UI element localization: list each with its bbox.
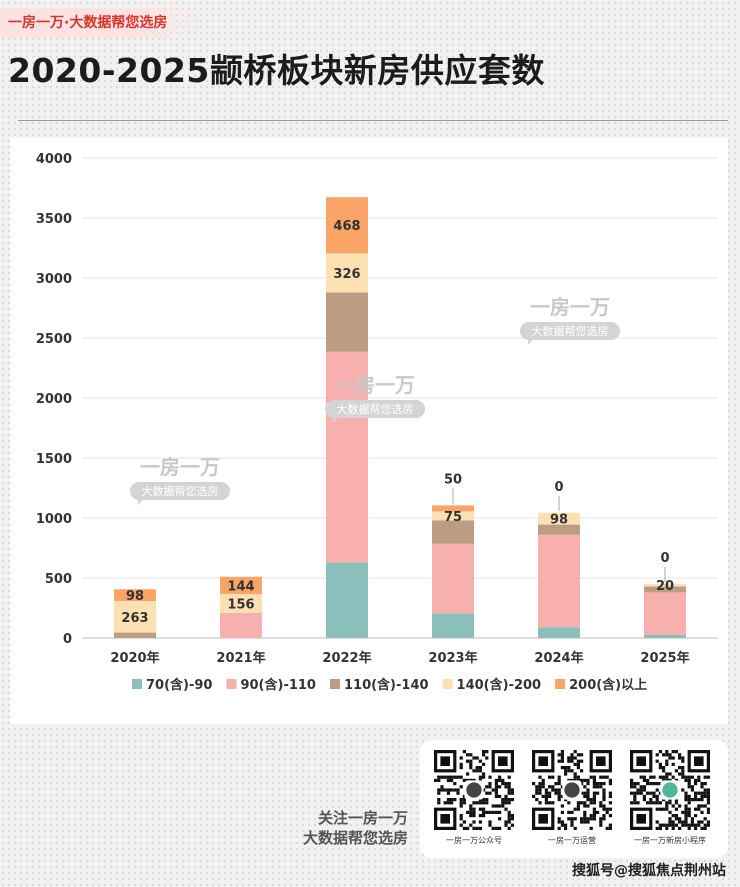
bar-segment [644, 635, 686, 638]
legend-label: 90(含)-110 [240, 677, 316, 693]
x-tick-label: 2020年 [110, 650, 159, 666]
data-label: 50 [444, 472, 462, 487]
data-label: 468 [333, 219, 360, 234]
legend-label: 140(含)-200 [457, 677, 542, 693]
bar-segment [538, 627, 580, 638]
bar-segment [644, 592, 686, 635]
source-credit: 搜狐号@搜狐焦点荆州站 [572, 863, 726, 879]
bar-segment [326, 292, 368, 352]
legend-label: 110(含)-140 [344, 677, 429, 693]
qr-code-official-account[interactable] [434, 750, 514, 830]
legend-label: 70(含)-90 [146, 677, 212, 693]
x-tick-label: 2024年 [534, 650, 583, 666]
x-tick-label: 2023年 [428, 650, 477, 666]
bar-segment [220, 612, 262, 638]
bar-segment [220, 576, 262, 595]
watermark-pill-tail [138, 498, 144, 505]
y-tick-label: 1500 [36, 452, 72, 467]
watermark-pill [520, 322, 620, 340]
legend-swatch [555, 679, 566, 689]
bar-segment [644, 584, 686, 587]
y-tick-label: 2000 [36, 392, 72, 407]
page-title: 2020-2025颛桥板块新房供应套数 [8, 51, 545, 90]
y-tick-label: 1000 [36, 512, 72, 527]
bar-segment [538, 534, 580, 628]
bar-segment [326, 197, 368, 254]
title-divider [18, 120, 728, 121]
data-label: 0 [554, 480, 563, 495]
legend-swatch [442, 679, 453, 689]
data-label: 144 [227, 579, 254, 594]
watermark-pill [130, 482, 230, 500]
y-tick-label: 500 [45, 572, 72, 587]
x-tick-label: 2022年 [322, 650, 371, 666]
bar-segment [432, 505, 474, 512]
bar-segment [326, 253, 368, 293]
x-tick-label: 2025年 [640, 650, 689, 666]
bar-segment [432, 613, 474, 638]
data-label: 263 [121, 611, 148, 626]
bar-segment [538, 512, 580, 525]
data-label: 0 [660, 551, 669, 566]
qr-panel: 一房一万公众号 一房一万运营 一房一万新房小程序 [420, 740, 728, 858]
bar-segment [114, 632, 156, 638]
x-tick-label: 2021年 [216, 650, 265, 666]
legend-swatch [329, 679, 340, 689]
watermark-subtitle: 大数据帮您选房 [532, 324, 609, 338]
legend-swatch [132, 679, 142, 689]
y-tick-label: 2500 [36, 332, 72, 347]
bar-segment [538, 524, 580, 535]
bar-segment [114, 589, 156, 602]
follow-text: 关注一房一万 大数据帮您选房 [303, 808, 408, 848]
data-label: 98 [550, 513, 568, 528]
y-tick-label: 0 [63, 632, 72, 647]
data-label: 156 [227, 597, 254, 612]
watermark-pill [325, 400, 425, 418]
watermark-pill-tail [333, 416, 339, 423]
legend-label: 200(含)以上 [569, 677, 647, 693]
bar-segment [432, 511, 474, 521]
follow-line-1: 关注一房一万 [317, 809, 408, 827]
qr-label-mini-program: 一房一万新房小程序 [634, 836, 706, 845]
y-tick-label: 3500 [36, 212, 72, 227]
legend-swatch [226, 679, 237, 689]
watermark-subtitle: 大数据帮您选房 [142, 484, 219, 498]
watermark-title: 一房一万 [140, 455, 220, 479]
bar-segment [432, 543, 474, 614]
bar-segment [114, 601, 156, 633]
watermark-pill-tail [528, 338, 534, 345]
qr-code-mini-program[interactable] [630, 750, 710, 830]
brand-tag: 一房一万·大数据帮您选房 [0, 8, 200, 38]
data-label: 75 [444, 510, 462, 525]
stacked-bar-chart: 263 98 156 144 326 468 75 50 98 0 20 0 2020年 2021年 20… [36, 152, 718, 693]
watermark-title: 一房一万 [530, 295, 610, 319]
chart-card: 263 98 156 144 326 468 75 50 98 0 20 0 2020年 2021年 20… [10, 138, 728, 724]
bar-segment [326, 351, 368, 563]
follow-line-2: 大数据帮您选房 [302, 829, 408, 847]
qr-code-operations[interactable] [532, 750, 612, 830]
data-label: 98 [126, 589, 144, 604]
y-tick-label: 3000 [36, 272, 72, 287]
bar-segment [326, 562, 368, 638]
data-label: 20 [656, 579, 674, 594]
qr-label-operations: 一房一万运营 [548, 836, 596, 845]
bar-segment [220, 594, 262, 613]
watermark-title: 一房一万 [335, 373, 415, 397]
bar-segment [432, 520, 474, 544]
data-label: 326 [333, 267, 360, 282]
qr-label-official-account: 一房一万公众号 [446, 836, 502, 845]
bar-segment [644, 586, 686, 593]
watermark-subtitle: 大数据帮您选房 [337, 402, 414, 416]
y-tick-label: 4000 [36, 152, 72, 167]
